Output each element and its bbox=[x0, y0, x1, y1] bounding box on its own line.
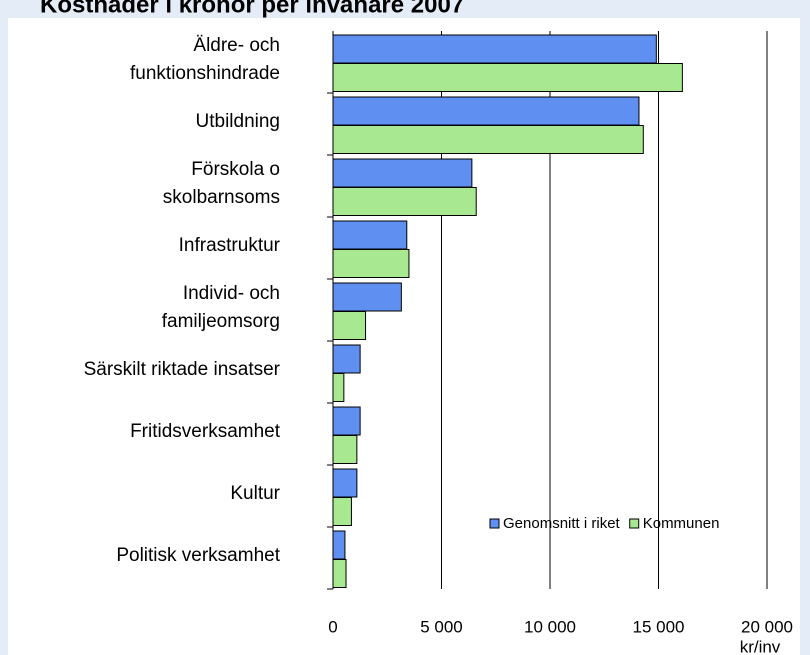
x-tick-label: 15 000 bbox=[633, 617, 685, 636]
bar bbox=[332, 34, 657, 64]
y-tick-label: Äldre- och funktionshindrade bbox=[130, 35, 280, 84]
bar bbox=[332, 344, 361, 374]
y-tick-label: Särskilt riktade insatser bbox=[83, 359, 280, 380]
legend-swatch bbox=[489, 518, 500, 529]
x-axis-label: kr/inv bbox=[740, 637, 781, 655]
bar bbox=[332, 125, 644, 154]
legend-label: Kommunen bbox=[643, 515, 720, 532]
bar bbox=[332, 406, 361, 436]
y-tick-label: Utbildning bbox=[195, 111, 281, 132]
bar bbox=[332, 220, 408, 250]
y-tick-label: Individ- och familjeomsorg bbox=[161, 283, 280, 332]
bar bbox=[332, 96, 640, 126]
bar bbox=[332, 530, 346, 560]
y-tick-label: Kultur bbox=[230, 483, 280, 504]
bar bbox=[332, 282, 402, 312]
y-tick-label: Politisk verksamhet bbox=[116, 545, 280, 566]
bar bbox=[332, 435, 358, 464]
x-tick-label: 0 bbox=[328, 617, 337, 636]
bar bbox=[332, 249, 410, 278]
legend-swatch bbox=[629, 518, 640, 529]
bar bbox=[332, 559, 347, 588]
x-tick-label: 10 000 bbox=[524, 617, 576, 636]
chart-title: Kostnader i kronor per invånare 2007 bbox=[40, 0, 464, 18]
legend-label: Genomsnitt i riket bbox=[503, 515, 621, 532]
bar bbox=[332, 497, 352, 526]
y-tick-label: Förskola o skolbarnsoms bbox=[162, 159, 280, 208]
y-tick-label: Fritidsverksamhet bbox=[130, 421, 280, 442]
y-tick-label: Infrastruktur bbox=[178, 235, 280, 256]
bar bbox=[332, 311, 367, 340]
bar bbox=[332, 63, 683, 92]
bar bbox=[332, 187, 477, 216]
bar bbox=[332, 373, 345, 402]
bar bbox=[332, 158, 473, 188]
bar bbox=[332, 468, 358, 498]
x-tick-label: 20 000 bbox=[741, 617, 793, 636]
x-tick-label: 5 000 bbox=[420, 617, 463, 636]
